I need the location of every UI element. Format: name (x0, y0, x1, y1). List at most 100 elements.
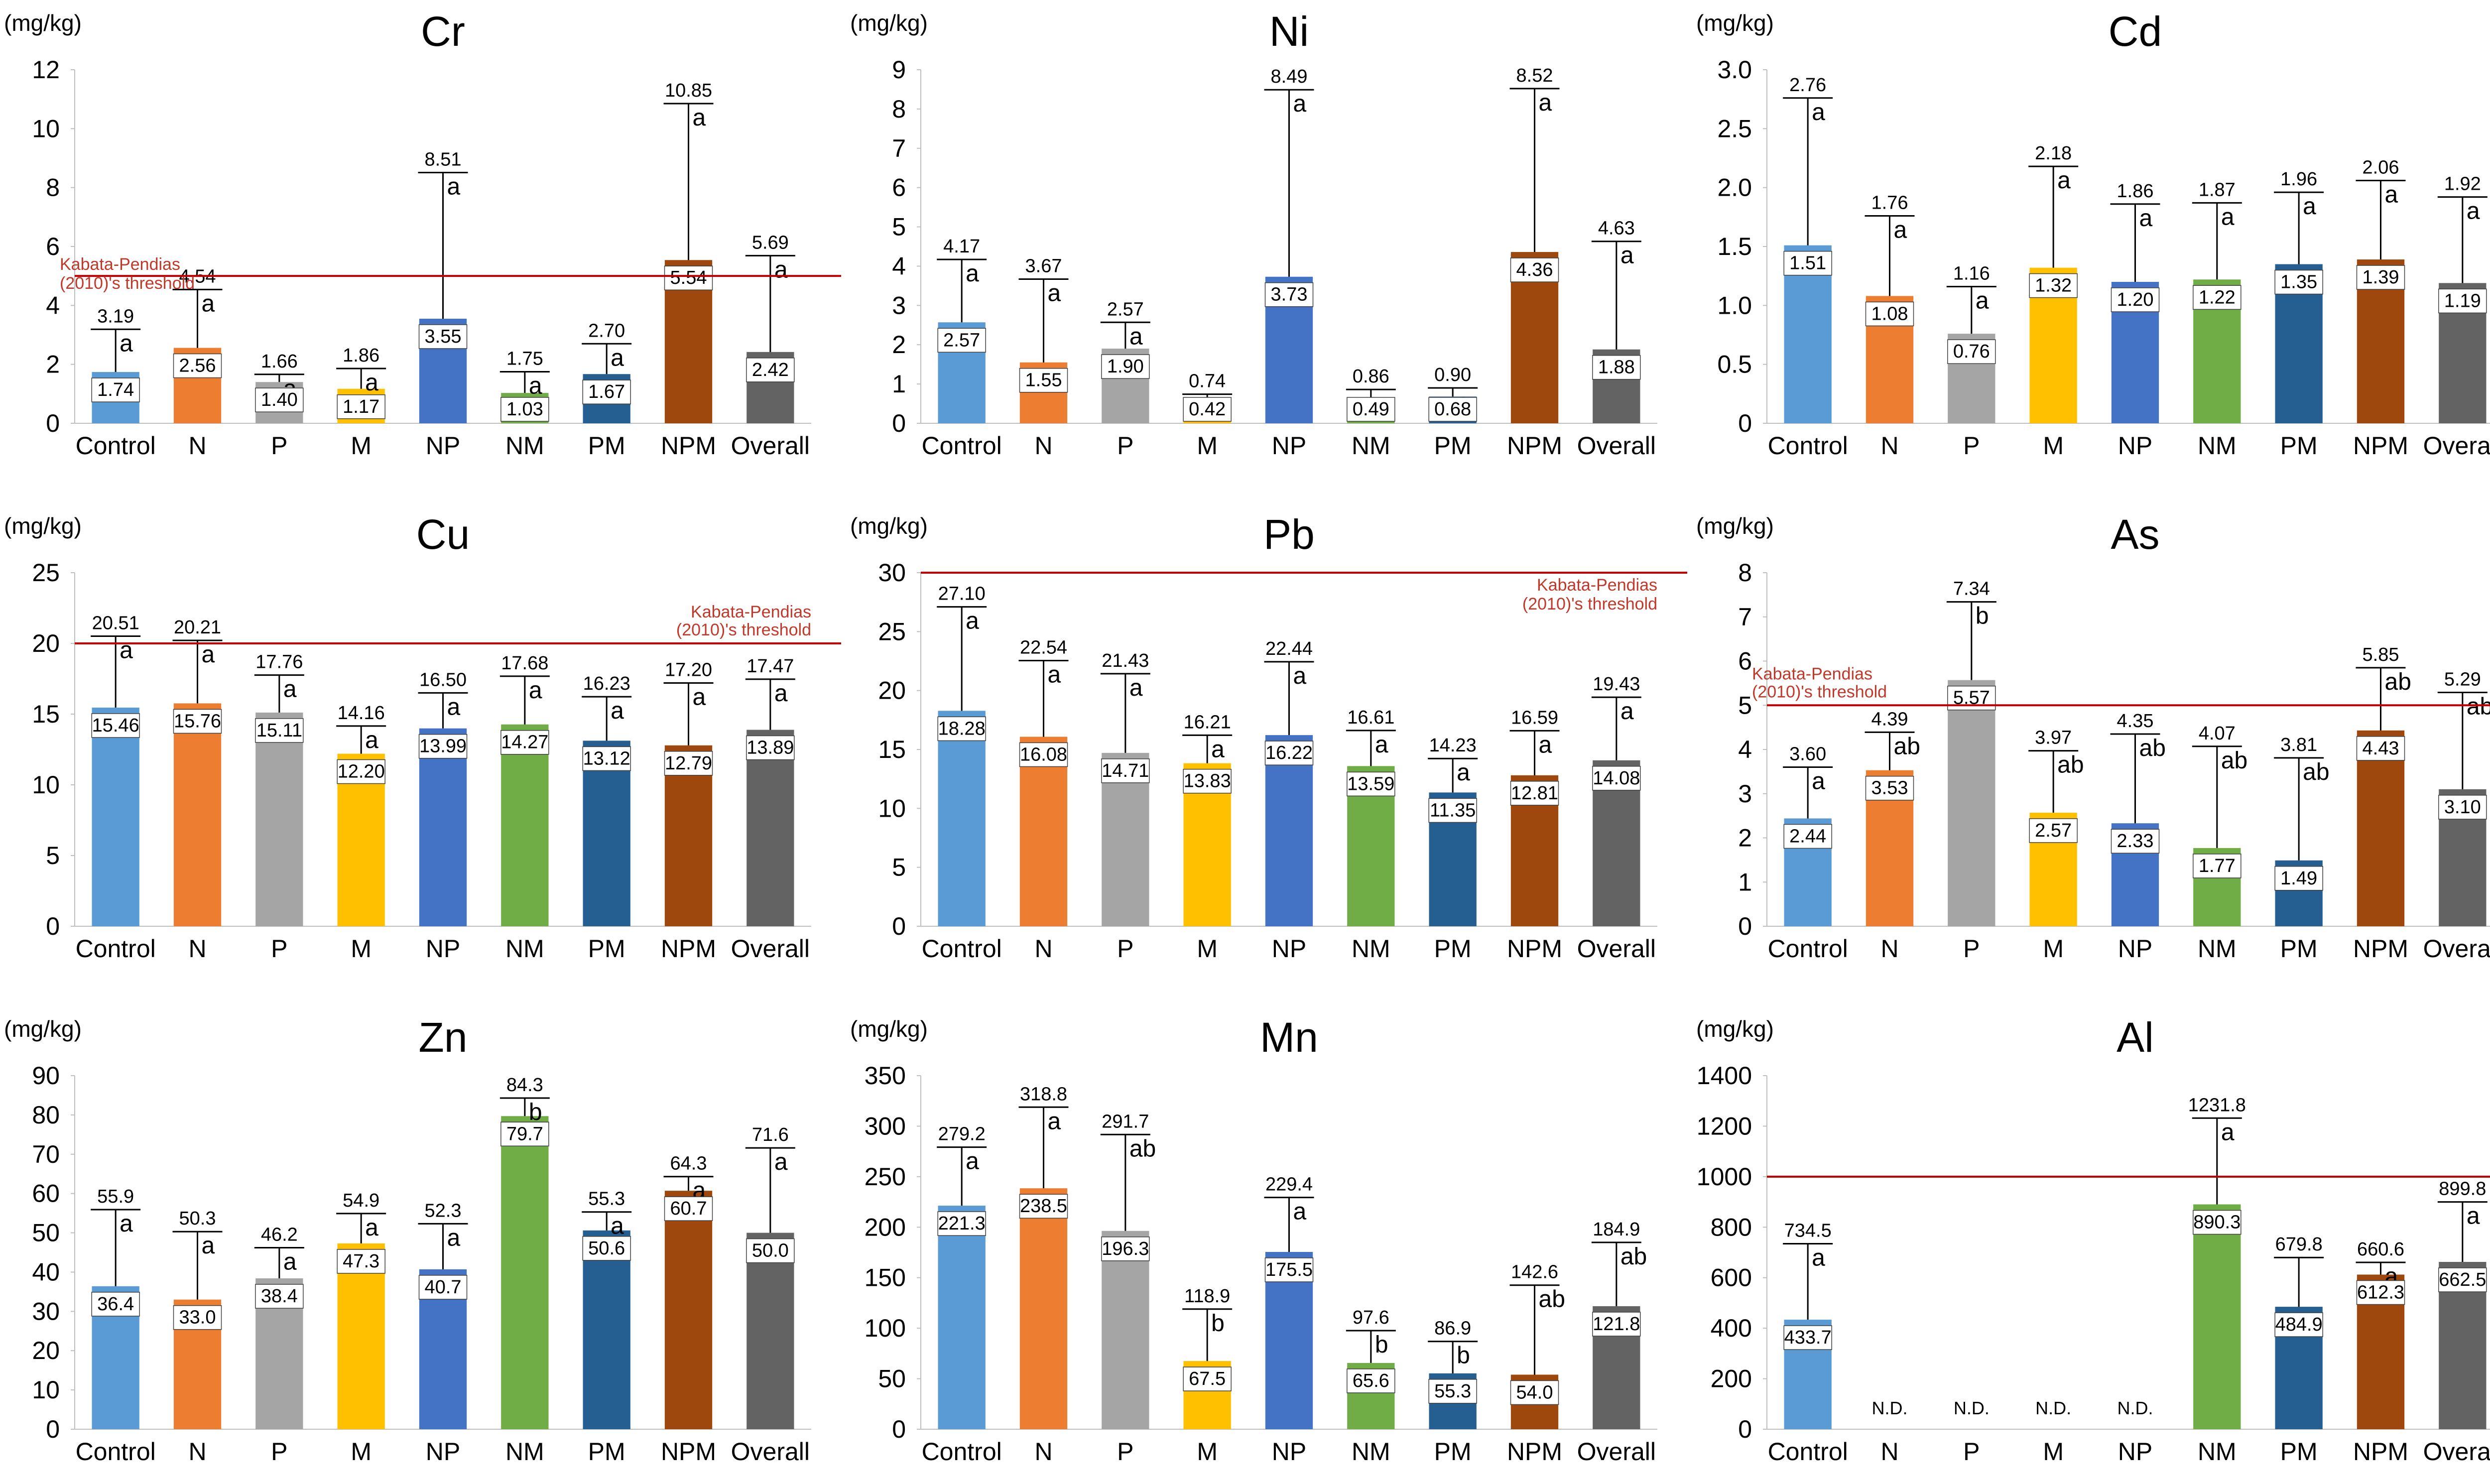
x-tick-label: Overall (2423, 432, 2490, 460)
x-tick-label: Control (1768, 432, 1848, 460)
mean-value-box (1019, 368, 1068, 393)
significance-letter: b (1211, 1310, 1225, 1337)
mean-value-label: 2.57 (943, 330, 980, 351)
x-tick-label: M (1197, 1438, 1218, 1466)
mean-value-label: 13.12 (583, 748, 630, 769)
x-tick-label: NPM (2353, 1438, 2408, 1466)
x-tick-label: NM (505, 1438, 544, 1466)
upper-value-label: 3.97 (2035, 728, 2072, 748)
y-tick-label: 2.5 (1717, 115, 1752, 142)
y-tick-label: 20 (878, 677, 906, 705)
upper-value-label: 1.66 (261, 351, 298, 372)
y-tick-label: 6 (1738, 647, 1752, 675)
significance-letter: a (202, 1233, 215, 1259)
significance-letter: a (283, 1249, 297, 1275)
x-tick-label: N (1034, 935, 1052, 963)
x-tick-label: NP (2118, 1438, 2152, 1466)
upper-value-label: 2.06 (2363, 157, 2399, 178)
x-tick-label: Overall (2423, 935, 2490, 963)
upper-value-label: 660.6 (2357, 1239, 2404, 1260)
significance-letter: a (966, 260, 979, 287)
x-tick-label: NP (426, 1438, 460, 1466)
y-tick-label: 0 (46, 912, 60, 940)
mean-value-box (1592, 766, 1641, 791)
upper-value-label: 52.3 (425, 1200, 462, 1221)
mean-value-box (1592, 355, 1641, 380)
x-tick-label: M (2043, 1438, 2064, 1466)
significance-letter: a (1620, 243, 1634, 269)
significance-letter: b (529, 1099, 542, 1125)
x-tick-label: NPM (1507, 935, 1562, 963)
unit-label: (mg/kg) (4, 1016, 82, 1042)
x-tick-label: N (1034, 1438, 1052, 1466)
x-tick-label: NM (1352, 432, 1390, 460)
bar-pm (583, 1230, 630, 1429)
bar-overall (747, 730, 794, 926)
mean-value-box (1101, 1237, 1150, 1261)
mean-value-box (582, 1236, 631, 1261)
threshold-label: Kabata-Pendias (60, 255, 180, 274)
upper-value-label: 19.43 (1593, 674, 1640, 695)
upper-value-label: 20.51 (92, 613, 139, 634)
mean-value-label: 79.7 (506, 1123, 543, 1144)
mean-value-box (337, 1249, 385, 1274)
upper-value-label: 17.76 (255, 652, 303, 673)
mean-value-label: 1.32 (2035, 275, 2072, 296)
mean-value-box (2438, 288, 2487, 314)
mean-value-label: 1.03 (506, 399, 543, 420)
mean-value-box (91, 713, 140, 738)
x-tick-label: Overall (2423, 1438, 2490, 1466)
upper-value-label: 10.85 (665, 80, 712, 101)
x-tick-label: NPM (661, 1438, 716, 1466)
mean-value-box (664, 751, 713, 776)
y-tick-label: 0 (46, 1415, 60, 1443)
upper-value-label: 97.6 (1353, 1307, 1389, 1328)
threshold-label: Kabata-Pendias (691, 603, 811, 621)
mean-value-label: 4.43 (2363, 738, 2399, 759)
significance-letter: a (611, 698, 624, 724)
x-tick-label: PM (2280, 432, 2318, 460)
mean-value-label: 2.42 (752, 360, 789, 380)
bar-nm (2193, 1204, 2241, 1429)
bar-npm (2357, 730, 2405, 926)
y-tick-label: 10 (32, 1376, 60, 1404)
chart-title: Cu (416, 511, 470, 558)
y-tick-label: 350 (865, 1062, 906, 1090)
significance-letter: a (1539, 732, 1552, 758)
mean-value-box (746, 735, 795, 760)
mean-value-box (2111, 829, 2160, 854)
upper-value-label: 3.81 (2280, 735, 2317, 755)
significance-letter: ab (2385, 669, 2411, 695)
y-tick-label: 0 (892, 409, 906, 437)
mean-value-box (2274, 1312, 2323, 1337)
x-tick-label: Overall (731, 432, 810, 460)
y-tick-label: 70 (32, 1140, 60, 1168)
x-tick-label: Control (76, 432, 156, 460)
x-tick-label: Control (922, 432, 1002, 460)
significance-letter: ab (2139, 735, 2166, 761)
upper-value-label: 1.76 (1871, 192, 1908, 213)
mean-value-box (2111, 287, 2160, 312)
mean-value-box (1947, 339, 1996, 364)
mean-value-label: 13.83 (1184, 771, 1231, 792)
mean-value-label: 12.81 (1511, 783, 1558, 804)
upper-value-label: 318.8 (1020, 1084, 1067, 1105)
upper-value-label: 899.8 (2439, 1179, 2486, 1200)
mean-value-label: 0.49 (1353, 399, 1389, 420)
chart-title: Cr (421, 8, 465, 55)
mean-value-box (418, 324, 468, 349)
upper-value-label: 229.4 (1265, 1174, 1313, 1195)
threshold-label: (2010)'s threshold (1522, 595, 1657, 614)
y-tick-label: 5 (892, 854, 906, 881)
x-tick-label: Control (76, 935, 156, 963)
significance-letter: a (365, 1215, 378, 1241)
mean-value-box (173, 709, 222, 734)
x-tick-label: Overall (1577, 1438, 1656, 1466)
mean-value-box (2193, 854, 2241, 878)
upper-value-label: 3.67 (1025, 255, 1062, 276)
mean-value-label: 54.0 (1516, 1382, 1553, 1403)
mean-value-box (500, 397, 549, 422)
threshold-label: Kabata-Pendias (1537, 576, 1657, 595)
mean-value-label: 1.74 (97, 379, 134, 400)
